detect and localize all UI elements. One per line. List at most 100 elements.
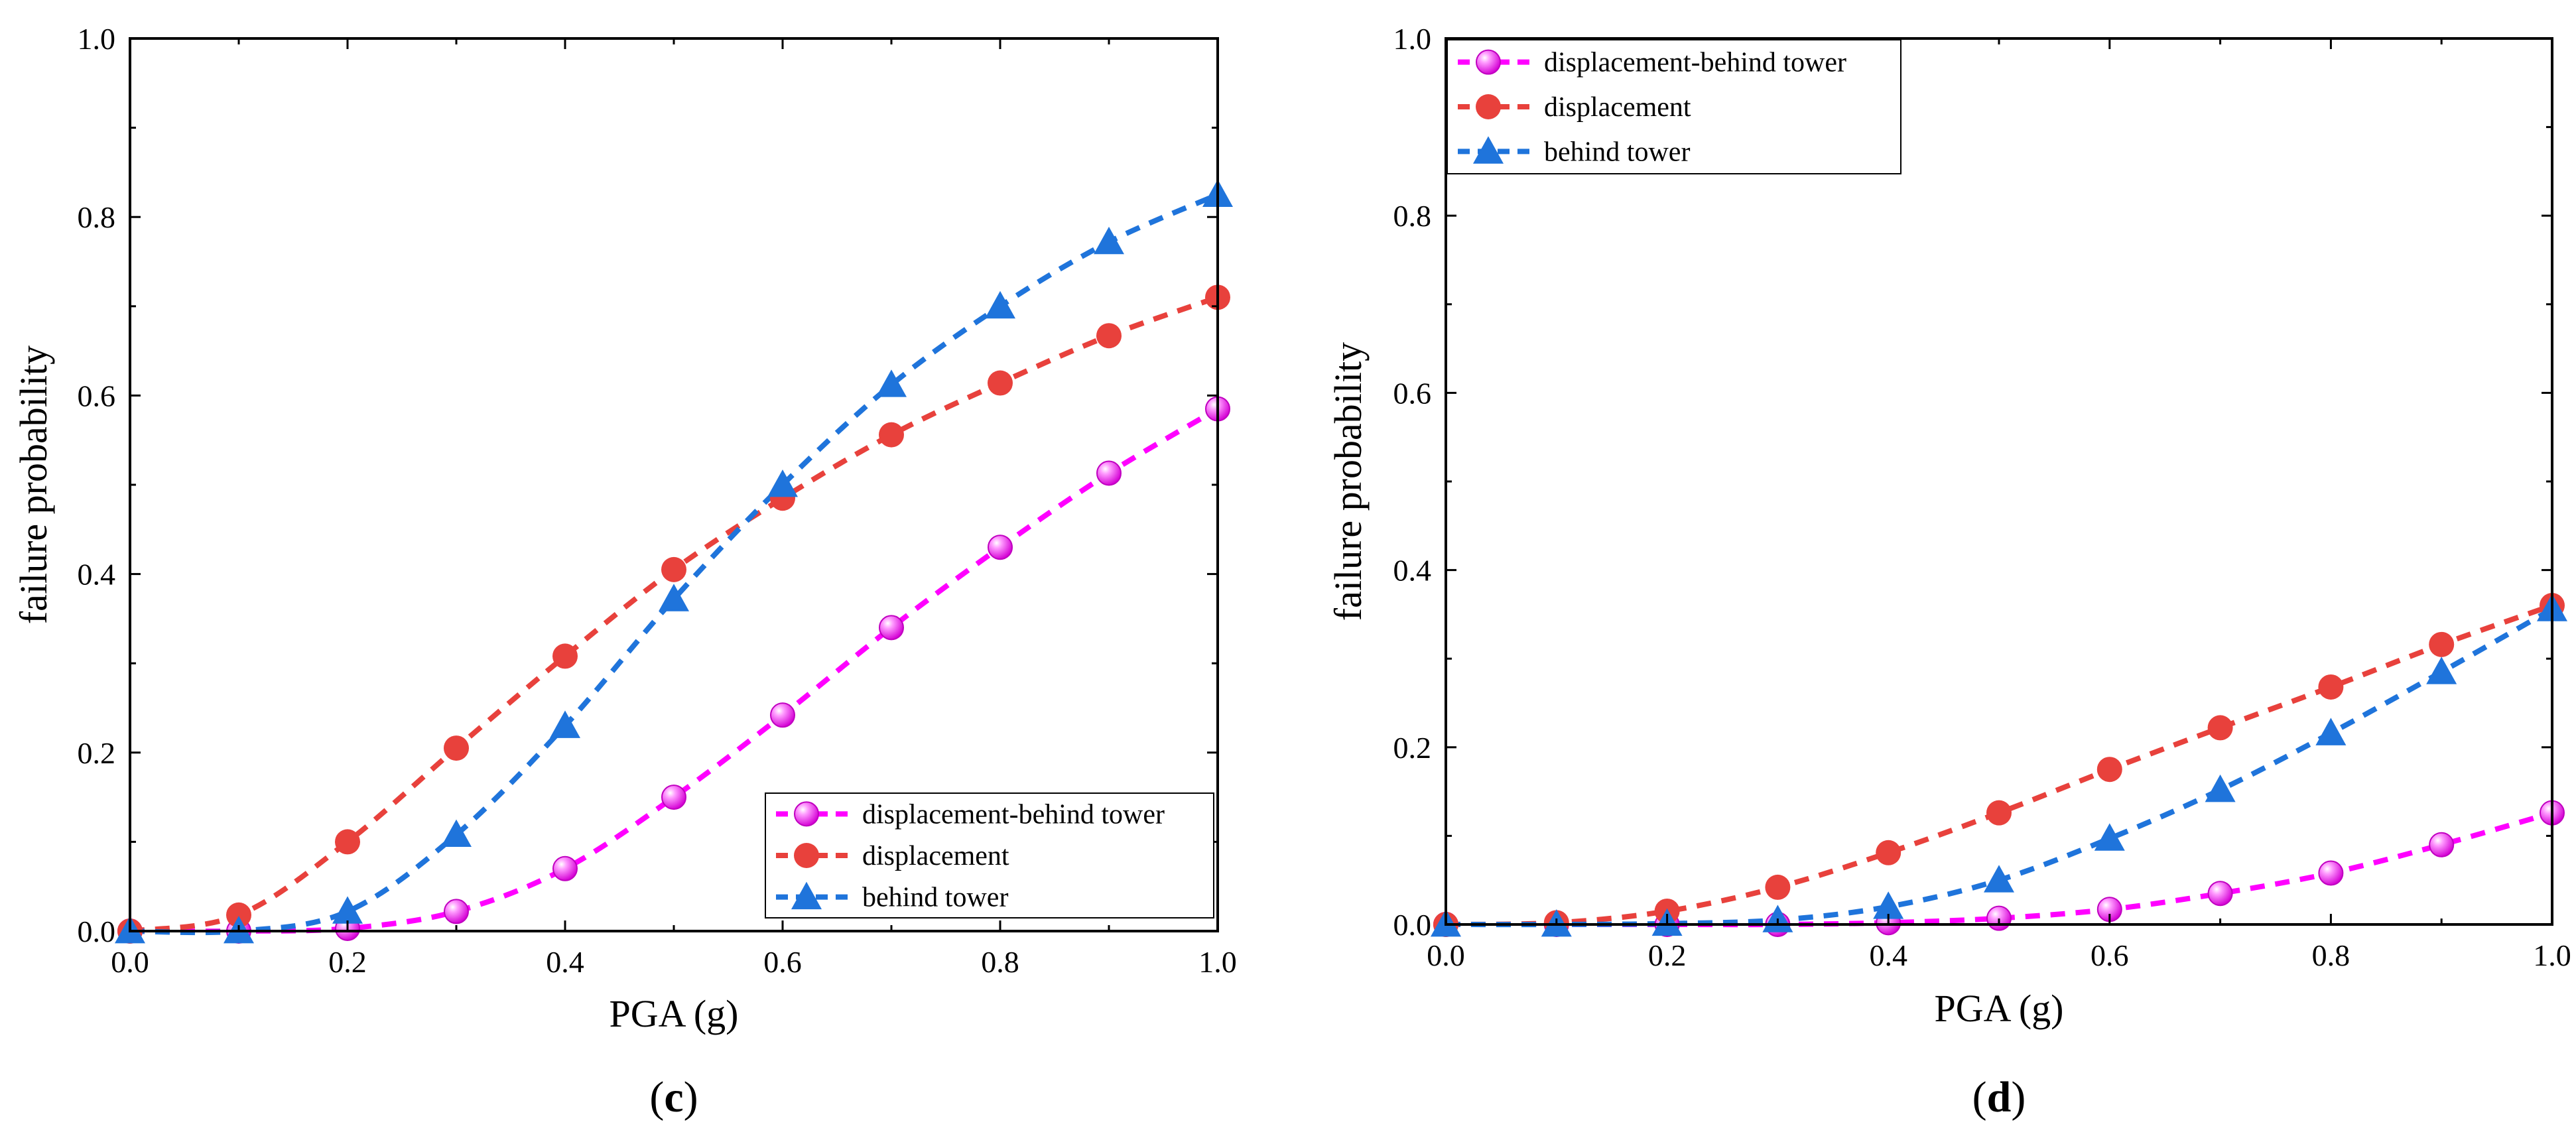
legend-marker	[1476, 49, 1501, 75]
data-point-triangle	[767, 470, 798, 497]
data-point-circle	[988, 370, 1013, 396]
y-tick-label: 0.2	[78, 736, 116, 770]
legend-item: displacement	[776, 841, 1009, 871]
x-tick-label: 0.4	[546, 945, 584, 979]
data-point-triangle	[441, 819, 472, 848]
y-tick-label: 0.2	[1393, 731, 1432, 765]
panel-label: (d)	[1972, 1073, 2026, 1121]
legend-label: behind tower	[862, 883, 1008, 913]
legend-marker	[794, 843, 819, 868]
legend-item: behind tower	[1458, 136, 1690, 167]
y-tick-label: 0.0	[1393, 908, 1432, 942]
panel-label-open: (	[649, 1073, 664, 1121]
x-tick-label: 1.0	[1198, 945, 1237, 979]
x-tick-label: 0.6	[763, 945, 802, 979]
legend-marker	[1473, 136, 1504, 164]
x-tick-label: 0.0	[1427, 938, 1465, 972]
panel-label: (c)	[649, 1073, 698, 1121]
data-point-circle	[1986, 800, 2012, 826]
data-point-sphere	[1986, 905, 2012, 931]
data-point-triangle	[1873, 891, 1904, 919]
data-point-circle	[1765, 874, 1791, 900]
data-point-triangle	[2205, 774, 2236, 802]
y-tick-label: 0.6	[1393, 376, 1432, 410]
y-tick-label: 0.4	[78, 558, 116, 592]
data-point-sphere	[2429, 832, 2455, 857]
panel-label-close: )	[684, 1073, 698, 1121]
data-point-sphere	[552, 855, 578, 881]
x-tick-label: 0.4	[1869, 938, 1907, 972]
series-line-triangle	[1445, 606, 2553, 928]
data-point-triangle	[2426, 657, 2457, 684]
data-point-triangle	[1094, 226, 1124, 255]
legend-label: behind tower	[1544, 137, 1690, 167]
panel-label-letter: c	[664, 1073, 683, 1121]
x-tick-label: 1.0	[2533, 938, 2571, 972]
legend-item: behind tower	[776, 881, 1008, 913]
legend-label: displacement-behind tower	[1544, 48, 1846, 78]
data-point-sphere	[2207, 881, 2233, 907]
x-tick-label: 0.0	[111, 945, 149, 979]
data-point-triangle	[550, 710, 580, 738]
y-tick-label: 1.0	[1393, 22, 1432, 56]
data-point-triangle	[2315, 718, 2347, 745]
legend: displacement-behind tower displacement beh…	[765, 792, 1214, 918]
legend-item: displacement-behind tower	[776, 799, 1165, 830]
y-tick-label: 0.8	[1393, 199, 1432, 233]
data-point-circle	[335, 829, 360, 855]
x-tick-label: 0.8	[2312, 938, 2351, 972]
chart-panel-d: 0.0 0.2 0.4 0.6 0.8 1.0 0.0 0.2 0.4 0.6 0.8 1.0 PGA…	[1326, 22, 2571, 1121]
legend-marker	[794, 801, 819, 827]
legend-label: displacement	[1544, 92, 1691, 123]
y-tick-label: 0.4	[1393, 554, 1432, 588]
y-tick-label: 0.8	[78, 200, 116, 234]
data-point-sphere	[770, 702, 795, 728]
plot-marks	[115, 179, 1233, 944]
x-axis-title: PGA (g)	[1935, 987, 2064, 1030]
data-point-circle	[1876, 840, 1901, 865]
axes: 0.0 0.2 0.4 0.6 0.8 1.0 0.0 0.2 0.4 0.6 0.8 1.0	[78, 22, 1237, 979]
legend-item: displacement	[1458, 92, 1691, 123]
data-point-circle	[2096, 757, 2122, 783]
y-tick-label: 1.0	[78, 22, 116, 56]
x-tick-label: 0.2	[1648, 938, 1687, 972]
panel-label-open: (	[1972, 1073, 1987, 1121]
series-line-triangle	[129, 192, 1219, 936]
legend-marker	[1476, 94, 1501, 119]
data-point-triangle	[332, 896, 363, 924]
data-point-circle	[661, 556, 686, 582]
legend: displacement-behind tower displacement beh…	[1447, 39, 1901, 174]
data-point-triangle	[1984, 865, 2014, 893]
data-point-circle	[552, 643, 578, 669]
data-point-circle	[226, 902, 251, 928]
data-point-circle	[444, 735, 469, 761]
legend-item: displacement-behind tower	[1458, 48, 1846, 78]
data-point-sphere	[1096, 460, 1122, 486]
data-point-sphere	[661, 785, 686, 810]
panel-label-close: )	[2011, 1073, 2026, 1121]
data-point-triangle	[985, 290, 1015, 319]
legend-marker	[791, 881, 822, 910]
series-line-sphere	[129, 407, 1220, 934]
data-point-sphere	[988, 535, 1013, 560]
data-point-circle	[1096, 323, 1122, 349]
y-axis-title: failure probability	[1326, 342, 1370, 621]
x-tick-label: 0.2	[328, 945, 367, 979]
data-point-sphere	[879, 615, 904, 641]
x-tick-label: 0.8	[981, 945, 1019, 979]
y-tick-label: 0.0	[78, 915, 116, 948]
data-point-triangle	[659, 584, 689, 611]
y-axis-title: failure probability	[12, 346, 55, 624]
y-tick-label: 0.6	[78, 379, 116, 412]
plot-marks	[1431, 593, 2567, 937]
panel-label-letter: d	[1987, 1073, 2012, 1121]
data-point-triangle	[876, 369, 907, 397]
data-point-circle	[2318, 674, 2344, 700]
x-axis-title: PGA (g)	[610, 992, 739, 1035]
legend-label: displacement	[862, 841, 1009, 871]
data-point-triangle	[2094, 823, 2125, 851]
x-tick-label: 0.6	[2091, 938, 2129, 972]
axes: 0.0 0.2 0.4 0.6 0.8 1.0 0.0 0.2 0.4 0.6 0.8 1.0	[1393, 22, 2571, 972]
chart-panel-c: 0.0 0.2 0.4 0.6 0.8 1.0 0.0 0.2 0.4 0.6 0.8 1.0 PGA…	[12, 22, 1237, 1121]
